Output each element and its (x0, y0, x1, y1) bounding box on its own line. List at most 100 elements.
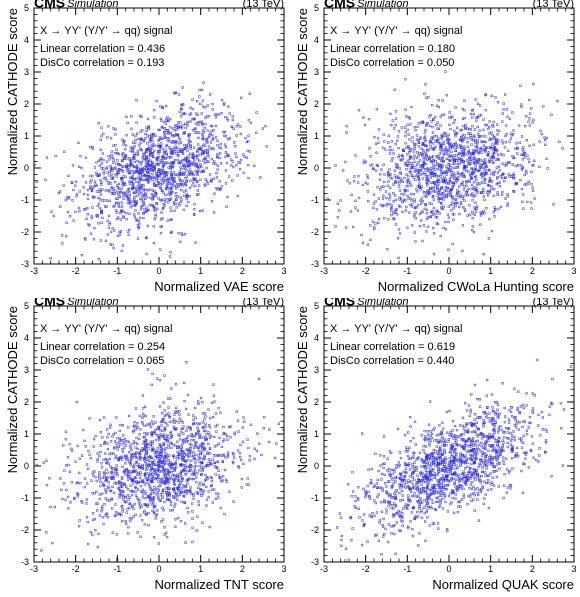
scatter-point (149, 492, 153, 495)
scatter-point (398, 180, 401, 183)
scatter-point (160, 481, 163, 484)
scatter-point (467, 137, 470, 140)
scatter-point (202, 429, 206, 433)
scatter-point (504, 197, 507, 200)
scatter-point (172, 473, 175, 477)
scatter-point (114, 209, 118, 212)
scatter-point (368, 147, 371, 150)
scatter-point (118, 496, 121, 499)
scatter-point (391, 156, 394, 160)
scatter-point (133, 424, 136, 427)
scatter-point (445, 410, 449, 414)
scatter-point (193, 208, 196, 211)
x-axis-ticks (33, 8, 285, 264)
scatter-point (344, 160, 347, 164)
scatter-point (134, 407, 138, 410)
scatter-point (75, 195, 78, 198)
scatter-point (115, 197, 118, 200)
scatter-point (118, 443, 122, 446)
scatter-point (410, 511, 414, 514)
scatter-point (412, 436, 415, 440)
scatter-point (117, 445, 120, 448)
scatter-point (191, 510, 194, 513)
scatter-point (129, 160, 132, 163)
scatter-point (223, 512, 226, 516)
scatter-point (166, 161, 170, 164)
scatter-point (496, 142, 499, 145)
scatter-point (512, 175, 516, 178)
scatter-point (195, 458, 198, 461)
scatter-point (226, 153, 229, 156)
scatter-point (248, 92, 251, 95)
scatter-point (479, 191, 483, 194)
scatter-point (84, 445, 87, 448)
scatter-point (423, 498, 426, 502)
scatter-point (70, 481, 74, 484)
scatter-point (461, 197, 465, 200)
scatter-point (390, 506, 393, 510)
scatter-point (404, 467, 408, 470)
scatter-point (159, 248, 162, 251)
scatter-point (527, 160, 531, 164)
scatter-point (180, 107, 183, 110)
scatter-point (434, 464, 437, 468)
scatter-point (456, 179, 459, 182)
scatter-point (470, 183, 474, 187)
scatter-point (460, 150, 464, 153)
scatter-point (181, 469, 184, 472)
scatter-point (146, 179, 149, 182)
scatter-point (145, 170, 149, 174)
scatter-point (560, 427, 563, 430)
scatter-point (494, 158, 498, 161)
scatter-point (490, 180, 494, 183)
scatter-point (382, 133, 385, 136)
scatter-point (122, 143, 125, 146)
scatter-point (360, 233, 363, 237)
scatter-point (167, 498, 171, 501)
scatter-point (170, 230, 173, 233)
scatter-point (173, 129, 177, 132)
scatter-point (455, 154, 458, 158)
scatter-point (361, 241, 365, 244)
scatter-point (185, 164, 189, 167)
scatter-point (184, 541, 187, 544)
scatter-point (192, 438, 196, 442)
scatter-point (453, 482, 456, 485)
scatter-point (476, 161, 479, 165)
scatter-point (437, 200, 440, 203)
scatter-point (143, 509, 146, 512)
scatter-point (212, 147, 215, 151)
scatter-point (408, 203, 412, 207)
scatter-point (184, 438, 188, 441)
scatter-point (490, 172, 493, 175)
disco-correlation-label: DisCo correlation = 0.050 (330, 57, 454, 69)
scatter-point (481, 466, 484, 469)
scatter-point (176, 450, 179, 453)
scatter-point (112, 246, 115, 250)
scatter-point (76, 444, 79, 448)
scatter-point (436, 186, 439, 190)
scatter-point (142, 189, 146, 192)
scatter-point (103, 441, 106, 444)
scatter-point (215, 186, 218, 190)
scatter-point (167, 137, 171, 140)
scatter-point (456, 166, 460, 169)
scatter-point (127, 532, 130, 535)
scatter-point (166, 486, 169, 489)
scatter-point (492, 194, 495, 198)
scatter-point (213, 461, 217, 465)
scatter-point (219, 454, 223, 457)
scatter-point (238, 167, 242, 171)
scatter-point (108, 199, 111, 203)
scatter-point (466, 189, 469, 192)
scatter-point (168, 487, 172, 490)
scatter-point (103, 503, 106, 506)
scatter-point (441, 421, 444, 424)
scatter-point (67, 196, 71, 199)
scatter-point (215, 171, 218, 175)
scatter-point (171, 151, 174, 155)
scatter-point (471, 192, 474, 195)
scatter-point (130, 517, 133, 520)
scatter-point (143, 405, 147, 408)
scatter-point (334, 225, 337, 228)
